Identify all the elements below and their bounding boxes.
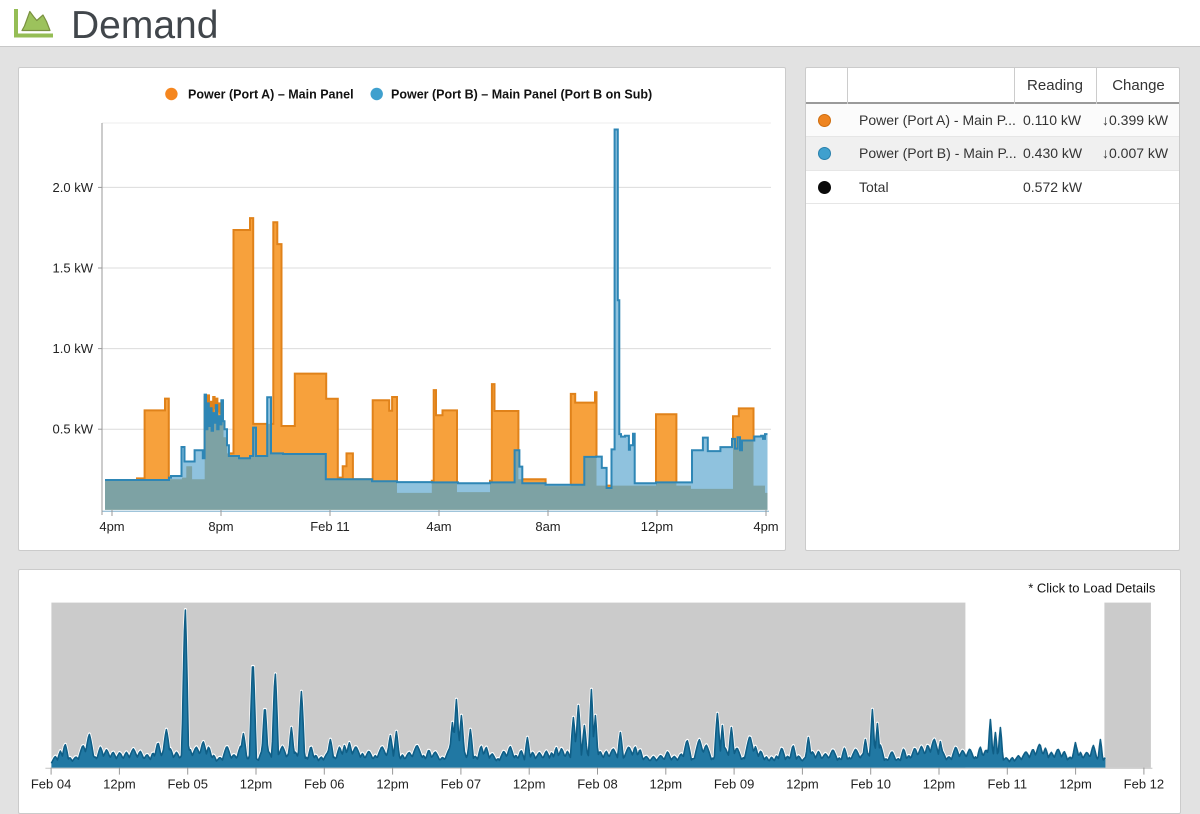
- svg-text:12pm: 12pm: [786, 777, 819, 792]
- svg-text:Feb 05: Feb 05: [167, 777, 207, 792]
- svg-text:Feb 11: Feb 11: [988, 777, 1028, 792]
- svg-text:8am: 8am: [535, 519, 560, 534]
- svg-text:4pm: 4pm: [753, 519, 778, 534]
- svg-text:Feb 06: Feb 06: [304, 777, 344, 792]
- svg-text:* Click to Load Details: * Click to Load Details: [1028, 581, 1156, 596]
- svg-text:1.5 kW: 1.5 kW: [53, 261, 94, 276]
- svg-text:0.5 kW: 0.5 kW: [53, 422, 94, 437]
- svg-text:Feb 12: Feb 12: [1124, 777, 1164, 792]
- svg-text:Power (Port B) – Main Panel (P: Power (Port B) – Main Panel (Port B on S…: [391, 88, 652, 102]
- svg-text:Feb 10: Feb 10: [850, 777, 890, 792]
- svg-text:Power (Port A) – Main Panel: Power (Port A) – Main Panel: [188, 88, 354, 102]
- svg-text:12pm: 12pm: [240, 777, 273, 792]
- svg-text:Feb 07: Feb 07: [441, 777, 481, 792]
- svg-text:12pm: 12pm: [103, 777, 136, 792]
- svg-text:2.0 kW: 2.0 kW: [53, 180, 94, 195]
- svg-text:Feb 11: Feb 11: [310, 519, 350, 534]
- svg-text:4pm: 4pm: [99, 519, 124, 534]
- svg-text:12pm: 12pm: [650, 777, 683, 792]
- svg-text:Feb 04: Feb 04: [31, 777, 71, 792]
- svg-text:Feb 08: Feb 08: [577, 777, 617, 792]
- svg-text:12pm: 12pm: [513, 777, 546, 792]
- svg-text:12pm: 12pm: [1059, 777, 1092, 792]
- svg-text:12pm: 12pm: [376, 777, 409, 792]
- svg-text:12pm: 12pm: [641, 519, 674, 534]
- svg-text:4am: 4am: [426, 519, 451, 534]
- svg-text:Feb 09: Feb 09: [714, 777, 754, 792]
- svg-text:8pm: 8pm: [208, 519, 233, 534]
- svg-text:1.0 kW: 1.0 kW: [53, 341, 94, 356]
- svg-text:12pm: 12pm: [923, 777, 956, 792]
